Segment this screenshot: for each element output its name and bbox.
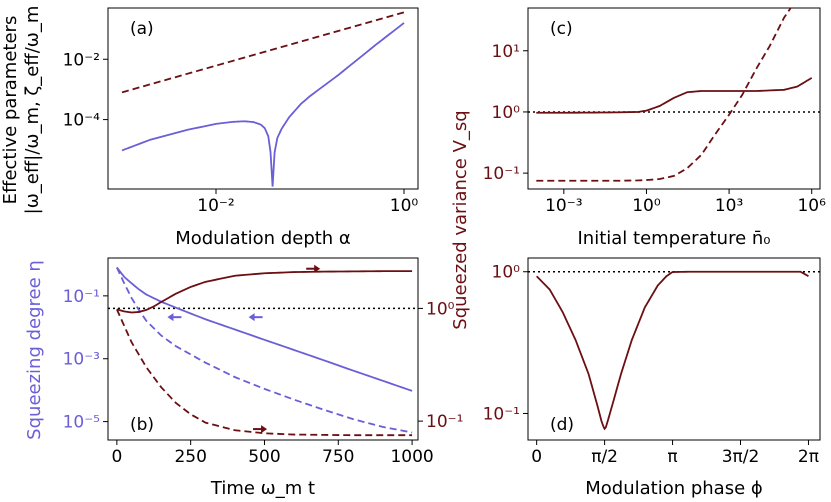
panel-a-xlabel: Modulation depth α	[175, 228, 351, 249]
panel-b-series-3	[116, 309, 413, 437]
panel-b-series-1	[116, 267, 413, 434]
panel-a-series-1	[121, 11, 405, 94]
panel-c-series-0	[536, 77, 813, 114]
panel-a-xtick-label: 10⁻²	[197, 196, 234, 216]
panel-b-xtick-label: 750	[322, 447, 354, 467]
panel-a-ylabel-2: |ω_eff|/ω_m, ζ_eff/ω_m	[22, 6, 43, 215]
panel-a-label: (a)	[130, 19, 154, 39]
panel-b-label: (b)	[130, 415, 154, 435]
panel-b-xlabel: Time ω_m t	[210, 478, 315, 499]
panel-b-ytick-label: 10⁻³	[63, 350, 100, 370]
panel-a-xtick-label: 10⁰	[390, 196, 419, 216]
panel-b-arrow-3-head	[261, 425, 268, 434]
panel-b-xtick-label: 500	[248, 447, 280, 467]
panel-b-frame	[107, 257, 419, 441]
panel-b-ytick-label: 10⁻⁵	[63, 413, 100, 433]
panel-b-ytick-right-label: 10⁻¹	[426, 412, 463, 432]
panel-d-label: (d)	[550, 415, 574, 435]
panel-b-ytick-label: 10⁻¹	[63, 287, 100, 307]
panel-d-xtick-label: π/2	[591, 447, 618, 467]
panel-d-ytick-label: 10⁻¹	[483, 404, 520, 424]
panel-d-series-0	[536, 270, 809, 431]
panel-d-xtick-label: 3π/2	[722, 447, 760, 467]
panel-c-xtick-label: 10⁻³	[545, 196, 582, 216]
panel-a-plot	[121, 11, 405, 187]
panel-a-ytick-label: 10⁻²	[63, 50, 100, 70]
panel-c-label: (c)	[550, 19, 573, 39]
panel-b-ylabel-left: Squeezing degree η	[24, 260, 45, 440]
panel-b-arrow-2-head	[314, 264, 321, 273]
panel-c-xtick-label: 10³	[715, 196, 743, 216]
panel-b-series-2	[116, 270, 413, 314]
panel-c-ytick-label: 10⁰	[492, 103, 521, 123]
panel-b-ytick-right-label: 10⁰	[426, 299, 455, 319]
panel-c-ytick-label: 10¹	[492, 42, 520, 62]
panel-b-series-0	[116, 266, 413, 392]
panel-b-arrow-1-head	[167, 313, 174, 322]
panel-a-ylabel-1: Effective parameters	[0, 16, 21, 205]
panel-c-xtick-label: 10⁶	[797, 196, 826, 216]
panel-a-frame	[107, 7, 419, 190]
panel-a-series-0	[121, 22, 405, 187]
panel-c-frame	[527, 7, 821, 190]
panel-c-ytick-label: 10⁻¹	[483, 164, 520, 184]
panel-c-xtick-label: 10⁰	[632, 196, 661, 216]
panel-b-xtick-label: 0	[111, 447, 122, 467]
panel-c-ylabel: Squeezed variance V_sq	[450, 110, 471, 329]
panel-b-xtick-label: 250	[174, 447, 206, 467]
panel-d-xtick-label: 2π	[798, 447, 819, 467]
panel-a-ytick-label: 10⁻⁴	[63, 111, 101, 131]
panel-c-plot	[536, 8, 813, 182]
panel-b-arrow-0-head	[248, 313, 255, 322]
panel-d-frame	[527, 257, 821, 441]
panel-d-xtick-label: π	[667, 447, 677, 467]
panel-d-xtick-label: 0	[531, 447, 542, 467]
panel-d-xlabel: Modulation phase ϕ	[585, 478, 763, 499]
panel-b-xtick-label: 1000	[390, 447, 433, 467]
panel-c-series-1	[536, 8, 792, 182]
panel-c-xlabel: Initial temperature n̄₀	[577, 228, 770, 249]
panel-d-ytick-label: 10⁰	[492, 263, 521, 283]
